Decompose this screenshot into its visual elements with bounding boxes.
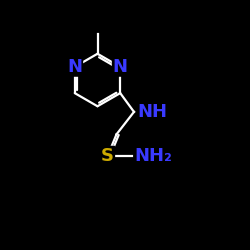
Text: N: N bbox=[67, 58, 82, 76]
Text: N: N bbox=[113, 58, 128, 76]
Text: NH: NH bbox=[138, 103, 168, 121]
Text: NH₂: NH₂ bbox=[134, 146, 172, 164]
Text: S: S bbox=[101, 146, 114, 164]
